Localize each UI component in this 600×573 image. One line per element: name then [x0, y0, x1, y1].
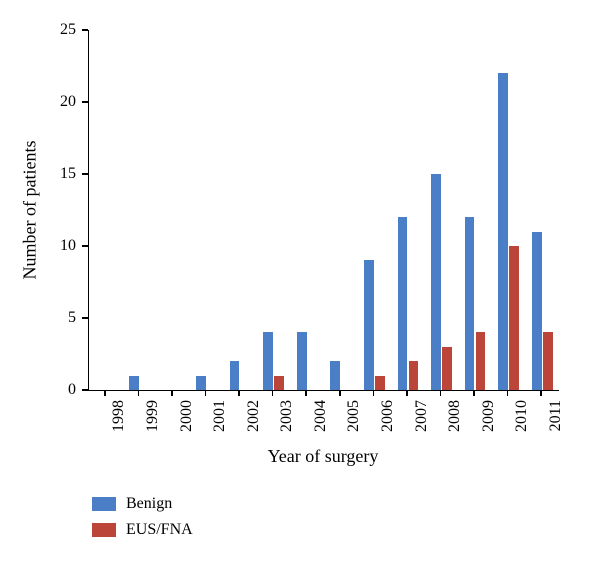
- x-tick-label: 2001: [211, 400, 229, 450]
- bar: [263, 332, 273, 390]
- legend-swatch: [92, 523, 116, 537]
- legend-swatch: [92, 497, 116, 511]
- legend-item: Benign: [92, 495, 193, 513]
- y-tick-mark: [82, 173, 88, 175]
- x-tick-label: 2008: [446, 400, 464, 450]
- legend-label: Benign: [126, 495, 172, 513]
- y-tick-label: 5: [46, 309, 76, 327]
- bar: [465, 217, 475, 390]
- bar: [431, 174, 441, 390]
- x-tick-label: 2006: [379, 400, 397, 450]
- x-tick-mark: [205, 390, 207, 396]
- legend: Benign EUS/FNA: [92, 495, 193, 547]
- y-tick-label: 25: [46, 21, 76, 39]
- y-axis-label: Number of patients: [20, 141, 41, 280]
- y-tick-mark: [82, 101, 88, 103]
- bar: [409, 361, 419, 390]
- bar: [398, 217, 408, 390]
- y-tick-label: 20: [46, 93, 76, 111]
- y-tick-label: 0: [46, 381, 76, 399]
- x-tick-mark: [406, 390, 408, 396]
- y-tick-mark: [82, 389, 88, 391]
- y-tick-label: 15: [46, 165, 76, 183]
- x-tick-label: 1998: [110, 400, 128, 450]
- bar: [532, 232, 542, 390]
- x-tick-label: 2004: [312, 400, 330, 450]
- x-tick-label: 2003: [278, 400, 296, 450]
- x-tick-mark: [507, 390, 509, 396]
- x-tick-mark: [540, 390, 542, 396]
- bar: [543, 332, 553, 390]
- x-tick-mark: [339, 390, 341, 396]
- bar: [297, 332, 307, 390]
- legend-label: EUS/FNA: [126, 521, 193, 539]
- y-tick-mark: [82, 245, 88, 247]
- x-tick-mark: [104, 390, 106, 396]
- x-tick-label: 2007: [413, 400, 431, 450]
- x-tick-label: 2002: [245, 400, 263, 450]
- bar: [129, 376, 139, 390]
- bar: [364, 260, 374, 390]
- bar: [330, 361, 340, 390]
- bar: [498, 73, 508, 390]
- x-tick-label: 2011: [547, 400, 565, 450]
- bar: [375, 376, 385, 390]
- x-tick-mark: [305, 390, 307, 396]
- x-tick-mark: [373, 390, 375, 396]
- x-tick-mark: [171, 390, 173, 396]
- x-tick-mark: [473, 390, 475, 396]
- x-tick-label: 2009: [480, 400, 498, 450]
- bar: [442, 347, 452, 390]
- y-tick-mark: [82, 317, 88, 319]
- bar: [476, 332, 486, 390]
- x-tick-mark: [138, 390, 140, 396]
- x-tick-mark: [272, 390, 274, 396]
- y-tick-mark: [82, 29, 88, 31]
- figure: Number of patients Year of surgery Benig…: [0, 0, 600, 573]
- x-tick-label: 1999: [144, 400, 162, 450]
- plot-area: [88, 30, 559, 391]
- x-tick-label: 2005: [345, 400, 363, 450]
- x-tick-label: 2000: [178, 400, 196, 450]
- y-tick-label: 10: [46, 237, 76, 255]
- bar: [230, 361, 240, 390]
- x-tick-label: 2010: [513, 400, 531, 450]
- bar: [274, 376, 284, 390]
- legend-item: EUS/FNA: [92, 521, 193, 539]
- bar: [196, 376, 206, 390]
- x-tick-mark: [440, 390, 442, 396]
- x-tick-mark: [238, 390, 240, 396]
- bar: [509, 246, 519, 390]
